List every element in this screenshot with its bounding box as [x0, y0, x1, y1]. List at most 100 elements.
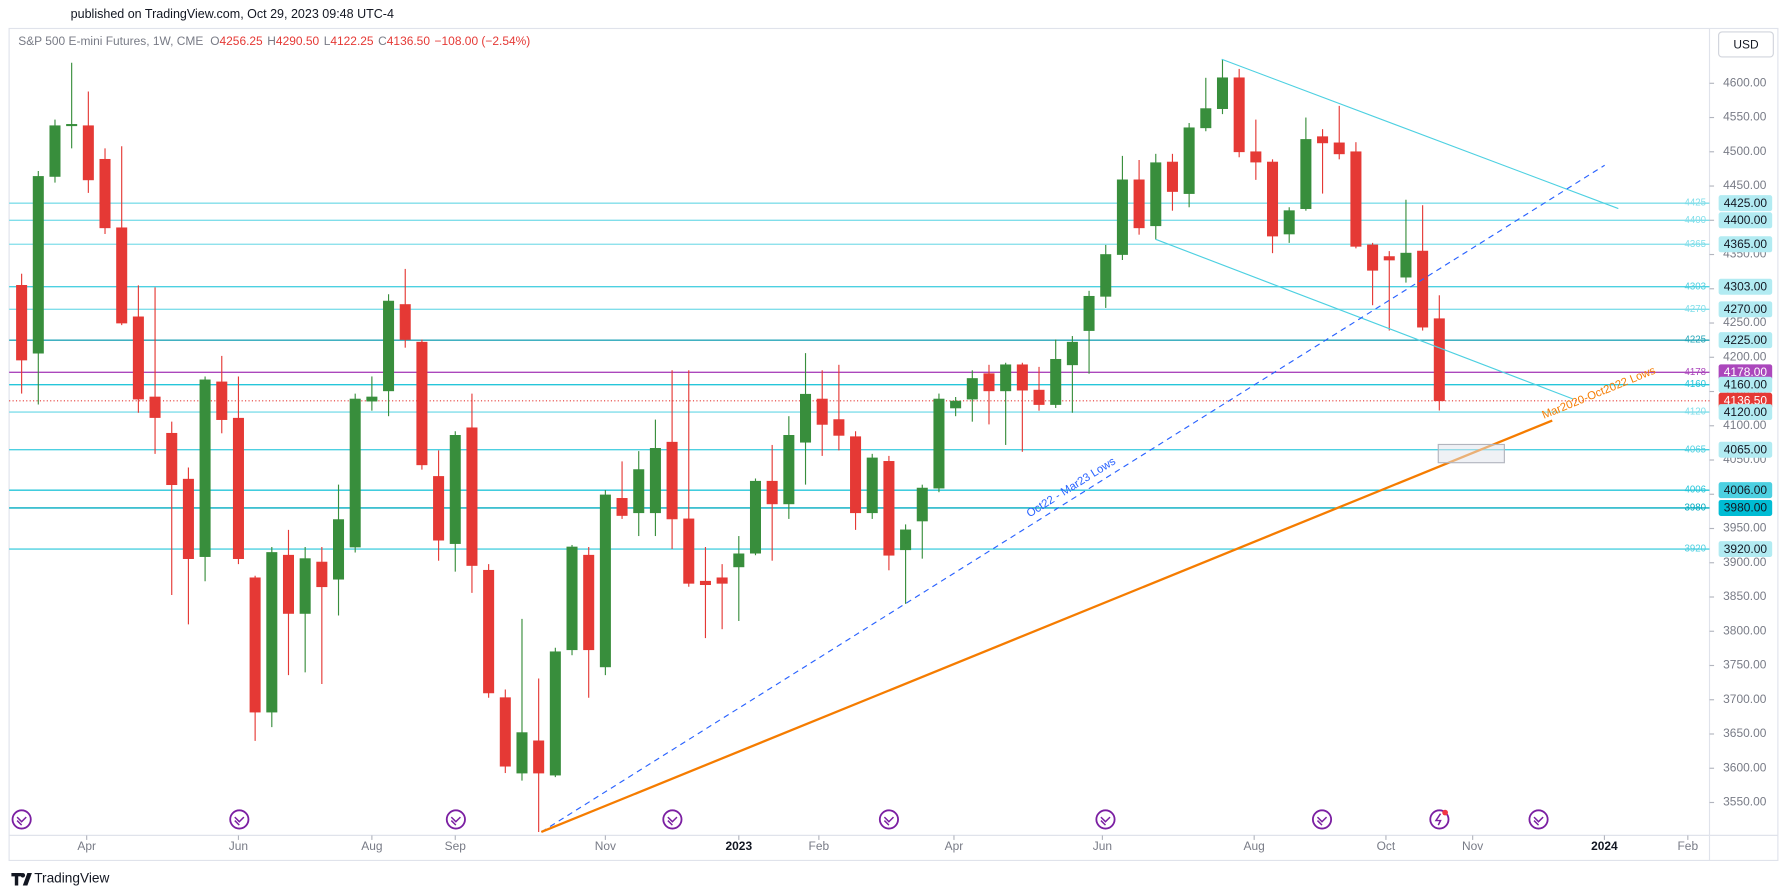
- level-box: [1718, 404, 1773, 421]
- candle: [666, 370, 678, 550]
- event-icon[interactable]: [1311, 809, 1333, 830]
- level-tag: 4270: [1685, 304, 1707, 315]
- event-icon[interactable]: [1095, 809, 1116, 830]
- level-box: [1718, 236, 1773, 253]
- candle: [249, 575, 261, 741]
- legend-key: C: [378, 34, 387, 48]
- y-tick-label: 3900.00: [1723, 555, 1767, 569]
- level-label: 4425.00: [1724, 196, 1768, 210]
- candle-body: [1350, 151, 1362, 247]
- candle: [383, 294, 395, 417]
- candle: [649, 419, 661, 537]
- y-tick-label: 3750.00: [1723, 658, 1767, 672]
- x-tick-label: Nov: [595, 839, 616, 853]
- candle-body: [383, 300, 395, 392]
- candle-body: [1033, 389, 1045, 405]
- candle-body: [1133, 179, 1145, 229]
- candle: [816, 370, 828, 456]
- level-tag: 4065: [1685, 444, 1707, 455]
- event-icon[interactable]: [1429, 809, 1450, 830]
- candle: [583, 547, 595, 698]
- y-tick-label: 4600.00: [1723, 75, 1767, 89]
- level-box: [1718, 278, 1773, 295]
- event-icon[interactable]: [878, 809, 899, 830]
- candle: [282, 529, 294, 676]
- candle: [1166, 153, 1178, 211]
- candle-body: [299, 558, 311, 614]
- event-icon[interactable]: [662, 809, 683, 830]
- candle-body: [1250, 151, 1262, 163]
- trendlines: Oct22 - Mar23 Lows Mar2020-Oct2022 Lows: [540, 58, 1658, 834]
- level-tag: 4425: [1685, 198, 1707, 209]
- candle-body: [1083, 295, 1095, 331]
- candle-body: [649, 448, 661, 514]
- y-tick-label: 4550.00: [1723, 110, 1767, 124]
- legend-value: 4136.50: [387, 34, 431, 48]
- candle: [216, 355, 228, 434]
- brand: TradingView: [11, 870, 109, 886]
- candle-body: [1383, 256, 1395, 261]
- candle-body: [1200, 108, 1212, 129]
- currency-label[interactable]: USD: [1733, 38, 1759, 52]
- level-box: [1718, 212, 1773, 229]
- candle: [299, 547, 311, 673]
- currency-box[interactable]: [1718, 31, 1774, 58]
- currency-button[interactable]: USD: [1718, 31, 1774, 58]
- brand-name: TradingView: [34, 870, 109, 885]
- level-label: 4178.00: [1724, 365, 1768, 379]
- candle-body: [566, 546, 578, 651]
- candle-body: [766, 480, 778, 505]
- legend-value: 4256.25: [220, 34, 264, 48]
- candle-body: [633, 469, 645, 514]
- candle: [499, 689, 511, 774]
- candle-body: [866, 457, 878, 514]
- event-icon[interactable]: [11, 809, 32, 830]
- candle: [149, 287, 161, 454]
- candle-body: [266, 552, 278, 713]
- candle: [1383, 251, 1395, 331]
- candle-body: [316, 561, 328, 588]
- level-label: 3920.00: [1724, 542, 1768, 556]
- candle: [32, 170, 44, 405]
- candle-body: [1300, 139, 1312, 209]
- candle: [1267, 159, 1279, 254]
- candle-body: [850, 436, 862, 514]
- level-label: 4136.50: [1724, 393, 1768, 407]
- candle: [900, 524, 912, 604]
- event-icon[interactable]: [1528, 809, 1549, 830]
- candle: [449, 431, 461, 572]
- candles: [16, 59, 1445, 832]
- candle-body: [549, 651, 561, 776]
- candle-body: [416, 341, 428, 466]
- candle-body: [733, 553, 745, 568]
- candle: [699, 547, 711, 639]
- level-box: [1718, 195, 1773, 212]
- level-label: 4006.00: [1724, 483, 1768, 497]
- event-icon[interactable]: [445, 809, 466, 830]
- candle: [983, 364, 995, 425]
- level-box: [1718, 301, 1773, 318]
- level-label: 3980.00: [1724, 501, 1768, 515]
- candle: [533, 678, 545, 832]
- candle: [933, 393, 945, 493]
- candle-body: [966, 378, 978, 400]
- candle-body: [516, 732, 528, 774]
- y-tick-label: 4500.00: [1723, 144, 1767, 158]
- trendline: [1221, 58, 1619, 210]
- candle-body: [1183, 127, 1195, 194]
- candle-body: [1333, 142, 1345, 155]
- candle-body: [683, 518, 695, 584]
- level-box: [1718, 441, 1773, 458]
- candle-body: [1116, 179, 1128, 255]
- legend-key: H: [267, 34, 276, 48]
- level-tag: 4120: [1685, 407, 1707, 418]
- candle-body: [149, 396, 161, 418]
- y-tick-label: 3650.00: [1723, 726, 1767, 740]
- event-icon[interactable]: [229, 809, 250, 830]
- legend-key: L: [324, 34, 331, 48]
- candle-body: [950, 400, 962, 409]
- annotation: Oct22 - Mar23 Lows: [1025, 455, 1118, 520]
- candle: [166, 421, 178, 595]
- level-label: 4270.00: [1724, 302, 1768, 316]
- candle-body: [533, 740, 545, 774]
